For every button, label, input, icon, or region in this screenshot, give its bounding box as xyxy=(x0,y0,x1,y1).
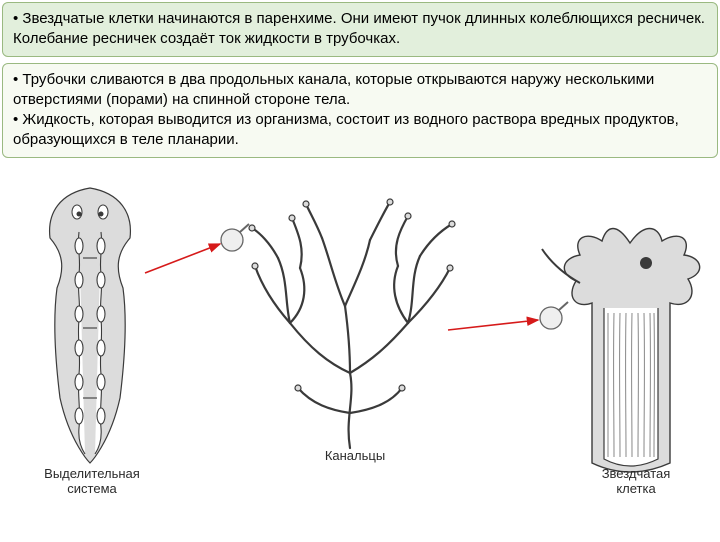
arrow-indicator xyxy=(448,320,538,330)
bullet-item: Трубочки сливаются в два продольных кана… xyxy=(13,70,707,111)
zoom-icon xyxy=(221,224,249,251)
label-tubules: Канальцы xyxy=(305,448,405,463)
info-box-tubules: Трубочки сливаются в два продольных кана… xyxy=(2,63,718,158)
flame-cell-illustration xyxy=(542,228,700,472)
bullet-item: Жидкость, которая выводится из организма… xyxy=(13,110,707,151)
diagram-svg xyxy=(0,158,720,518)
diagram-area: Выделительнаясистема Канальцы Звездчатая… xyxy=(0,158,720,518)
tubules-illustration xyxy=(249,199,455,448)
info-box-flame-cells: Звездчатые клетки начинаются в паренхиме… xyxy=(2,2,718,57)
label-excretory-system: Выделительнаясистема xyxy=(32,466,152,496)
planaria-illustration xyxy=(50,188,131,463)
bullet-item: Звездчатые клетки начинаются в паренхиме… xyxy=(13,9,707,50)
zoom-icon xyxy=(540,302,568,329)
label-flame-cell: Звездчатаяклетка xyxy=(576,466,696,496)
arrow-indicator xyxy=(145,244,220,273)
